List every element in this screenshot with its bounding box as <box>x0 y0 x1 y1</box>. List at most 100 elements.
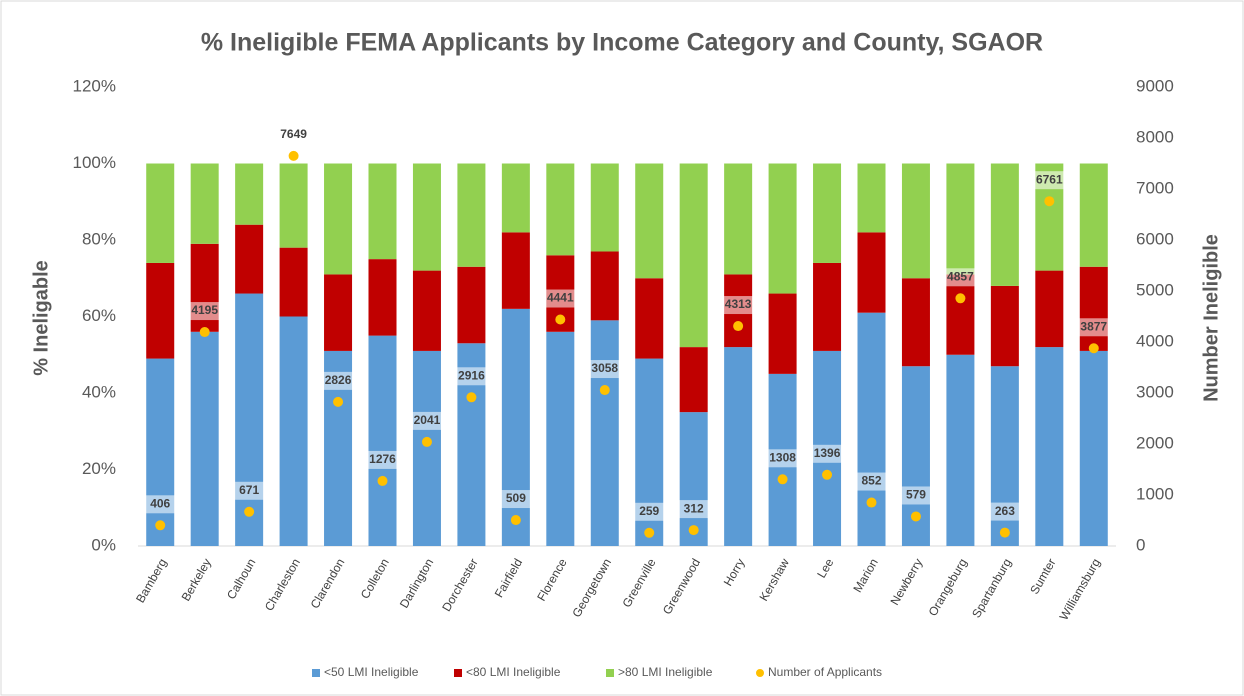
data-label: 852 <box>861 474 881 488</box>
data-label-box <box>141 495 180 514</box>
bar-segment <box>813 163 842 263</box>
data-label: 3058 <box>591 361 618 375</box>
bar-segment <box>190 163 219 244</box>
bar-segment <box>1079 350 1108 546</box>
point <box>733 321 744 332</box>
bar-segment <box>679 347 708 413</box>
y2-tick-label: 5000 <box>1136 280 1174 299</box>
legend-label: <80 LMI Ineligible <box>466 665 561 679</box>
bar-segment <box>412 350 441 546</box>
y2-tick-label: 9000 <box>1136 76 1174 95</box>
legend-label: >80 LMI Ineligible <box>618 665 713 679</box>
bar-segment <box>679 412 708 546</box>
y2-tick-label: 7000 <box>1136 178 1174 197</box>
data-label-box <box>763 449 802 468</box>
data-label-box <box>896 486 935 505</box>
bar-segment <box>990 285 1019 367</box>
data-label-box <box>185 302 224 321</box>
y-tick-label: 40% <box>82 382 116 401</box>
data-label-box <box>407 411 446 430</box>
point <box>1044 196 1055 207</box>
data-label-box <box>630 502 669 521</box>
data-label-box <box>452 367 491 386</box>
y-tick-label: 100% <box>73 153 116 172</box>
bar-segment <box>279 316 308 546</box>
bar-segment <box>1079 266 1108 351</box>
bar-segment <box>946 274 975 355</box>
y-tick-label: 0% <box>91 535 116 554</box>
bar-segment <box>235 224 264 294</box>
data-label: 263 <box>995 504 1015 518</box>
point <box>644 527 655 538</box>
y2-tick-label: 4000 <box>1136 331 1174 350</box>
data-label: 6761 <box>1036 172 1063 186</box>
y-tick-label: 80% <box>82 229 116 248</box>
point <box>288 150 299 161</box>
y2-tick-label: 2000 <box>1136 433 1174 452</box>
bar-segment <box>724 163 753 275</box>
bar-segment <box>1035 347 1064 546</box>
bar-segment <box>901 278 930 367</box>
bar-segment <box>1079 163 1108 267</box>
bar-segment <box>590 163 619 252</box>
bar-segment <box>412 270 441 351</box>
bar-segment <box>501 308 530 546</box>
data-label: 2826 <box>325 373 352 387</box>
bar-segment <box>546 331 575 546</box>
bar-segment <box>146 163 175 263</box>
bar-segment <box>768 293 797 374</box>
bar-segment <box>235 293 264 546</box>
y-tick-label: 120% <box>73 76 116 95</box>
bar-segment <box>279 163 308 248</box>
data-label-box <box>1030 171 1069 190</box>
bar-segment <box>368 335 397 546</box>
y2-tick-label: 1000 <box>1136 484 1174 503</box>
point <box>333 396 344 407</box>
bar-segment <box>946 163 975 275</box>
bar-segment <box>368 163 397 260</box>
bar-segment <box>679 163 708 348</box>
data-label-box <box>363 450 402 469</box>
data-label-box <box>941 268 980 287</box>
point <box>999 527 1010 538</box>
point <box>155 520 166 531</box>
point <box>244 506 255 517</box>
bar-segment <box>635 163 664 279</box>
legend-label: Number of Applicants <box>768 665 882 679</box>
point <box>377 475 388 486</box>
y2-tick-label: 8000 <box>1136 127 1174 146</box>
bar-segment <box>946 354 975 546</box>
bar-segment <box>146 262 175 359</box>
data-label: 4857 <box>947 269 974 283</box>
data-label-box <box>319 371 358 390</box>
bar-segment <box>412 163 441 271</box>
legend-label: <50 LMI Ineligible <box>324 665 419 679</box>
bar-segment <box>501 232 530 309</box>
bar-segment <box>279 247 308 317</box>
bar-segment <box>857 312 886 546</box>
data-label-box <box>274 125 313 144</box>
data-label-box <box>808 444 847 463</box>
y-tick-label: 60% <box>82 306 116 325</box>
data-label: 2041 <box>414 413 441 427</box>
point <box>955 293 966 304</box>
bar-segment <box>990 163 1019 286</box>
point <box>466 392 477 403</box>
data-label: 1276 <box>369 452 396 466</box>
point <box>510 515 521 526</box>
y2-tick-label: 3000 <box>1136 382 1174 401</box>
bar-segment <box>724 347 753 546</box>
point <box>866 497 877 508</box>
bar-segment <box>901 163 930 279</box>
data-label: 3877 <box>1080 319 1107 333</box>
data-label-box <box>1074 318 1113 337</box>
bar-segment <box>1035 270 1064 348</box>
data-label-box <box>541 289 580 308</box>
data-label-box <box>852 472 891 491</box>
data-label: 4195 <box>191 303 218 317</box>
point <box>421 436 432 447</box>
legend-swatch <box>454 669 462 677</box>
data-label: 259 <box>639 504 659 518</box>
point <box>1088 343 1099 354</box>
